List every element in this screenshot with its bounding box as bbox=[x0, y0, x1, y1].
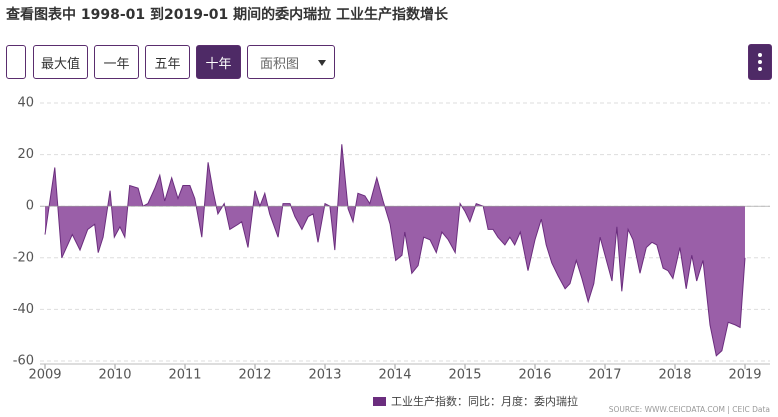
range-button[interactable]: 一年 bbox=[94, 45, 139, 79]
x-tick-label: 2015 bbox=[448, 368, 481, 383]
x-tick-label: 2017 bbox=[588, 368, 621, 383]
y-tick-label: 40 bbox=[17, 96, 34, 111]
dropdown[interactable]: 面积图 bbox=[247, 45, 335, 79]
x-tick-label: 2014 bbox=[378, 368, 411, 383]
x-tick-label: 2013 bbox=[308, 368, 341, 383]
blank-button[interactable] bbox=[6, 45, 26, 79]
dropdown-label: 面积图 bbox=[260, 56, 300, 72]
x-tick-label: 2012 bbox=[238, 368, 271, 383]
menu-button[interactable] bbox=[748, 44, 772, 80]
y-tick-label: 0 bbox=[26, 199, 34, 214]
source: SOURCE: WWW.CEICDATA.COM | CEIC Data bbox=[608, 405, 770, 414]
range-button[interactable]: 最大值 bbox=[33, 45, 88, 79]
legend: 工业生产指数：同比：月度：委内瑞拉 bbox=[373, 393, 578, 409]
dropdown-arrow bbox=[318, 60, 326, 66]
y-tick-label: -20 bbox=[13, 250, 34, 265]
range-button[interactable]: 五年 bbox=[145, 45, 190, 79]
x-tick-label: 2019 bbox=[728, 368, 761, 383]
y-tick-label: -40 bbox=[13, 302, 34, 317]
x-tick-label: 2009 bbox=[28, 368, 61, 383]
x-tick-label: 2010 bbox=[98, 368, 131, 383]
x-tick-label: 2016 bbox=[518, 368, 551, 383]
y-tick-label: -60 bbox=[13, 354, 34, 369]
y-tick-label: 20 bbox=[17, 147, 34, 162]
area-line bbox=[44, 144, 746, 357]
range-button[interactable]: 十年 bbox=[196, 45, 241, 79]
area bbox=[45, 144, 745, 356]
title: 查看图表中 1998-01 到2019-01 期间的委内瑞拉 工业生产指数增长 bbox=[6, 7, 449, 23]
legend-swatch bbox=[373, 396, 386, 406]
x-tick-label: 2011 bbox=[168, 368, 201, 383]
x-tick-label: 2018 bbox=[658, 368, 691, 383]
legend-label: 工业生产指数：同比：月度：委内瑞拉 bbox=[391, 395, 578, 408]
